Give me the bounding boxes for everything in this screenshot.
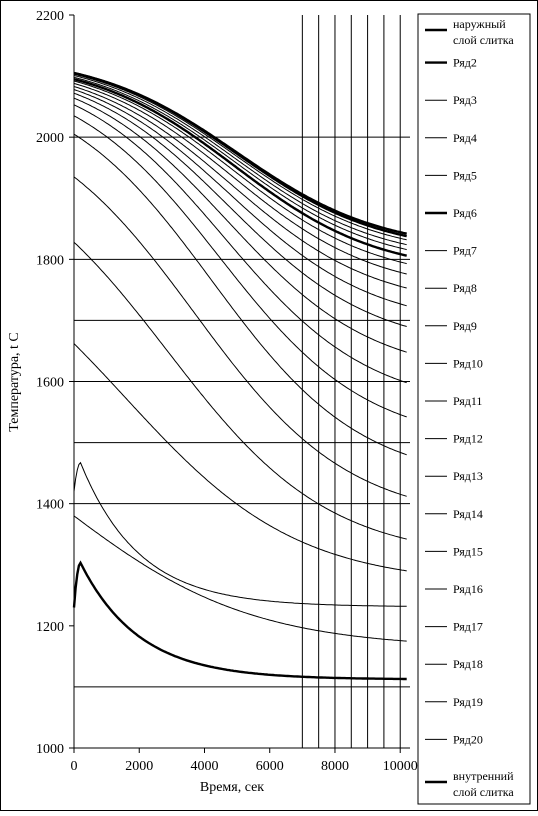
axes <box>69 14 410 753</box>
series-lines <box>72 71 407 681</box>
y-tick-label: 1400 <box>36 498 64 513</box>
series-line-13 <box>73 104 407 384</box>
series-line-14 <box>73 115 407 418</box>
legend: наружный слой слитка Ряд2 Ряд3 Ряд4 Ряд5 Ряд6 Р… <box>417 13 531 805</box>
legend-label-19: Ряд19 <box>453 695 483 709</box>
legend-label-2: Ряд2 <box>453 56 477 70</box>
series-line-12 <box>73 97 407 353</box>
y-tick-label: 2200 <box>36 9 64 24</box>
y-tick-label: 1200 <box>36 620 64 635</box>
legend-label-20: Ряд20 <box>453 732 483 746</box>
series-line-8 <box>73 82 407 275</box>
y-tick-label: 1000 <box>36 742 64 757</box>
legend-label-9: Ряд9 <box>453 319 477 333</box>
legend-label-16: Ряд16 <box>453 582 483 596</box>
y-tick-label: 1800 <box>36 253 64 268</box>
x-tick-label: 4000 <box>190 759 218 774</box>
y-tick-label: 2000 <box>36 131 64 146</box>
legend-label-6: Ряд6 <box>453 206 477 220</box>
series-line-4 <box>73 75 407 246</box>
legend-label-5: Ряд5 <box>453 168 477 182</box>
x-tick-label: 10000 <box>383 759 418 774</box>
series-line-2 <box>73 71 407 238</box>
series-line-16 <box>73 176 407 497</box>
series-line-3 <box>73 73 407 241</box>
series-line-21 <box>72 560 407 681</box>
series-line-15 <box>73 133 407 456</box>
gridlines <box>74 15 410 748</box>
legend-label-18: Ряд18 <box>453 657 483 671</box>
legend-label-21: внутренний слой слитка <box>453 769 514 799</box>
series-line-7 <box>73 80 407 265</box>
series-line-9 <box>73 86 407 289</box>
legend-label-10: Ряд10 <box>453 356 483 370</box>
series-line-18 <box>73 343 407 572</box>
legend-label-15: Ряд15 <box>453 544 483 558</box>
y-tick-label: 1600 <box>36 376 64 391</box>
y-axis-title: Температура, t С <box>7 332 22 432</box>
x-tick-label: 8000 <box>321 759 349 774</box>
legend-label-1: наружный слой слитка <box>453 17 514 47</box>
legend-label-3: Ряд3 <box>453 93 477 107</box>
legend-label-12: Ряд12 <box>453 432 483 446</box>
series-line-6 <box>73 77 407 257</box>
series-line-17 <box>73 241 407 540</box>
legend-box <box>417 13 531 805</box>
tick-labels: 1000 1200 1400 1600 1800 2000 2200 0 2000 4000 600… <box>36 9 418 774</box>
x-tick-label: 6000 <box>256 759 284 774</box>
legend-label-13: Ряд13 <box>453 469 483 483</box>
x-axis-title: Время, сек <box>200 780 264 795</box>
legend-label-14: Ряд14 <box>453 507 483 521</box>
series-line-5 <box>73 76 407 251</box>
series-line-20 <box>73 515 407 642</box>
x-tick-label: 0 <box>71 759 78 774</box>
series-line-11 <box>73 92 407 327</box>
legend-label-11: Ряд11 <box>453 394 482 408</box>
legend-label-8: Ряд8 <box>453 281 477 295</box>
series-line-19 <box>73 461 407 607</box>
x-tick-label: 2000 <box>125 759 153 774</box>
legend-label-4: Ряд4 <box>453 131 477 145</box>
legend-label-7: Ряд7 <box>453 244 477 258</box>
legend-label-17: Ряд17 <box>453 620 483 634</box>
series-line-10 <box>73 89 407 307</box>
